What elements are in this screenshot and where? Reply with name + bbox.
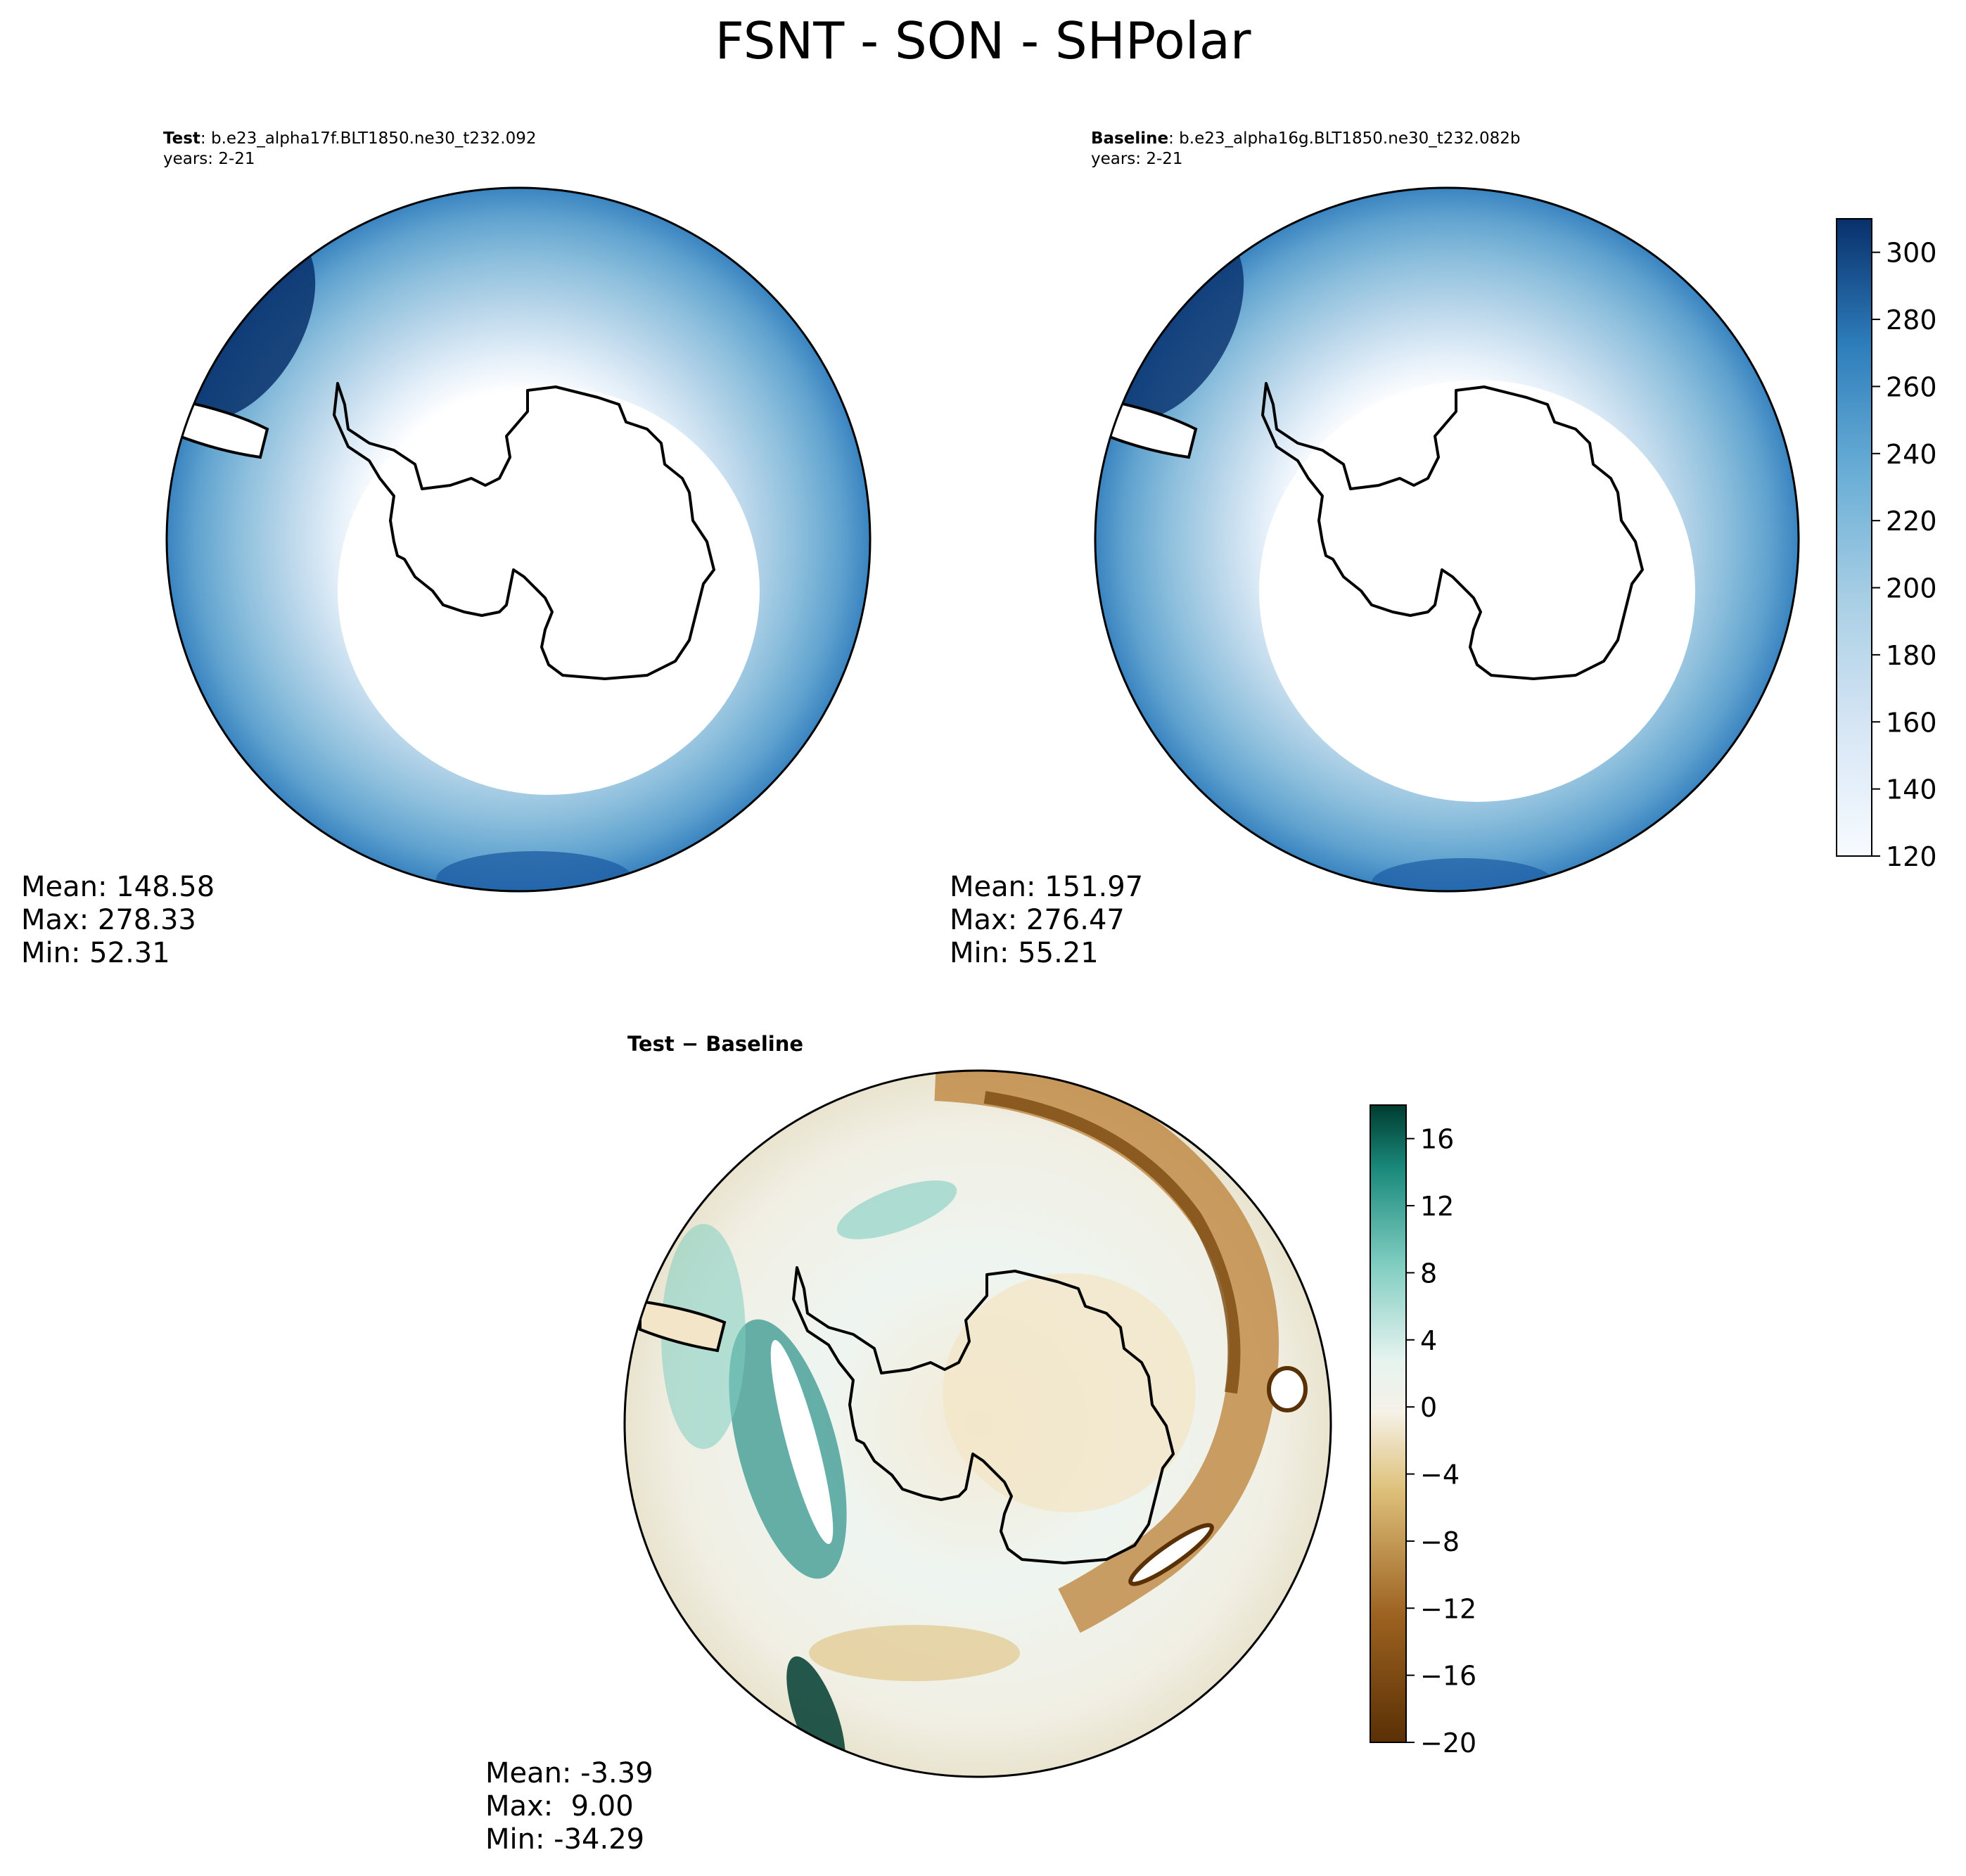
colorbar-blues-tick-label: 260 — [1886, 371, 1937, 402]
diff-upper-teal — [836, 1180, 957, 1239]
baseline-max: Max: 276.47 — [950, 904, 1125, 936]
baseline-label: Baseline — [1091, 129, 1169, 148]
baseline-panel-title: Baseline: b.e23_alpha16g.BLT1850.ne30_t2… — [1091, 129, 1520, 170]
colorbar-blues-tick-label: 280 — [1886, 305, 1937, 336]
diff-south-tan — [809, 1625, 1020, 1681]
colorbar-blues-tick-label: 220 — [1886, 506, 1937, 537]
diff-map — [623, 1069, 1332, 1778]
colorbar-blues-tick-label: 140 — [1886, 774, 1937, 805]
colorbar-brbg-bar — [1370, 1104, 1407, 1743]
test-max: Max: 278.33 — [21, 904, 196, 936]
colorbar-brbg-tick-label: −20 — [1420, 1728, 1476, 1759]
baseline-bottom-patch — [1372, 858, 1555, 891]
baseline-map — [1094, 186, 1800, 893]
colorbar-blues-ticks: 120 140 160 180 200 220 240 260 280 300 — [1872, 238, 1937, 872]
baseline-years: years: 2-21 — [1091, 150, 1183, 168]
figure-title: FSNT - SON - SHPolar — [715, 11, 1251, 70]
test-map — [165, 186, 872, 893]
baseline-stats: Mean: 151.97 Max: 276.47 Min: 55.21 — [950, 871, 1143, 970]
diff-southamerica-coast — [639, 1299, 727, 1353]
test-min: Min: 52.31 — [21, 937, 170, 969]
colorbar-brbg-tick-label: 4 — [1420, 1325, 1437, 1356]
diff-continent-tan — [943, 1273, 1196, 1512]
diff-min: Min: -34.29 — [485, 1823, 645, 1856]
colorbar-blues: 120 140 160 180 200 220 240 260 280 300 — [1836, 218, 1937, 872]
colorbar-blues-tick-label: 180 — [1886, 640, 1937, 671]
diff-mean: Mean: -3.39 — [485, 1757, 653, 1789]
test-polar-low — [338, 387, 760, 795]
colorbar-brbg-tick-label: 0 — [1420, 1392, 1437, 1423]
colorbar-brbg-tick-label: 8 — [1420, 1258, 1437, 1289]
colorbar-brbg-tick-label: 16 — [1420, 1124, 1454, 1155]
diff-dark-arc — [983, 1091, 1241, 1394]
diff-stats: Mean: -3.39 Max: 9.00 Min: -34.29 — [485, 1757, 653, 1856]
diff-max: Max: 9.00 — [485, 1790, 634, 1823]
baseline-map-border — [1094, 186, 1800, 893]
colorbar-blues-tick-label: 300 — [1886, 238, 1937, 269]
colorbar-blues-bar — [1836, 218, 1872, 857]
test-map-border — [165, 186, 872, 893]
diff-white-slit — [1128, 1523, 1214, 1586]
baseline-mean: Mean: 151.97 — [950, 871, 1144, 903]
diff-panel-title: Test − Baseline — [627, 1032, 804, 1056]
colorbar-blues-tick-label: 160 — [1886, 707, 1937, 738]
diff-white-core — [770, 1339, 834, 1545]
colorbar-brbg: 16 12 8 4 0 −4 −8 −12 −16 −20 — [1370, 1104, 1476, 1759]
colorbar-blues-tick-label: 200 — [1886, 573, 1937, 604]
baseline-case-name: b.e23_alpha16g.BLT1850.ne30_t232.082b — [1179, 129, 1521, 148]
test-years: years: 2-21 — [163, 150, 255, 168]
colorbar-brbg-tick-label: −12 — [1420, 1593, 1476, 1624]
colorbar-brbg-tick-label: −8 — [1420, 1526, 1460, 1557]
colorbar-blues-tick-label: 120 — [1886, 841, 1937, 872]
colorbar-brbg-ticks: 16 12 8 4 0 −4 −8 −12 −16 −20 — [1406, 1124, 1476, 1759]
baseline-min: Min: 55.21 — [950, 937, 1099, 969]
diff-map-border — [623, 1069, 1332, 1778]
diff-white-blob — [1267, 1366, 1308, 1412]
test-title-sep: : — [200, 129, 211, 148]
colorbar-brbg-tick-label: 12 — [1420, 1191, 1454, 1222]
test-label: Test — [163, 129, 200, 148]
baseline-title-sep: : — [1168, 129, 1180, 148]
colorbar-brbg-tick-label: −16 — [1420, 1661, 1476, 1692]
test-panel-title: Test: b.e23_alpha17f.BLT1850.ne30_t232.0… — [163, 129, 537, 170]
colorbar-brbg-tick-label: −4 — [1420, 1460, 1460, 1491]
test-mean: Mean: 148.58 — [21, 871, 215, 903]
colorbar-blues-tick-label: 240 — [1886, 439, 1937, 470]
test-bottom-patch — [436, 851, 633, 891]
test-case-name: b.e23_alpha17f.BLT1850.ne30_t232.092 — [210, 129, 537, 148]
test-stats: Mean: 148.58 Max: 278.33 Min: 52.31 — [21, 871, 215, 970]
